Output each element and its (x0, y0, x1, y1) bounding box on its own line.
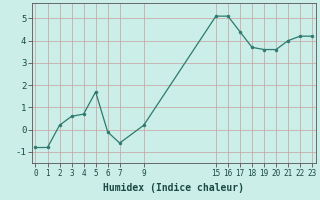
X-axis label: Humidex (Indice chaleur): Humidex (Indice chaleur) (103, 183, 244, 193)
